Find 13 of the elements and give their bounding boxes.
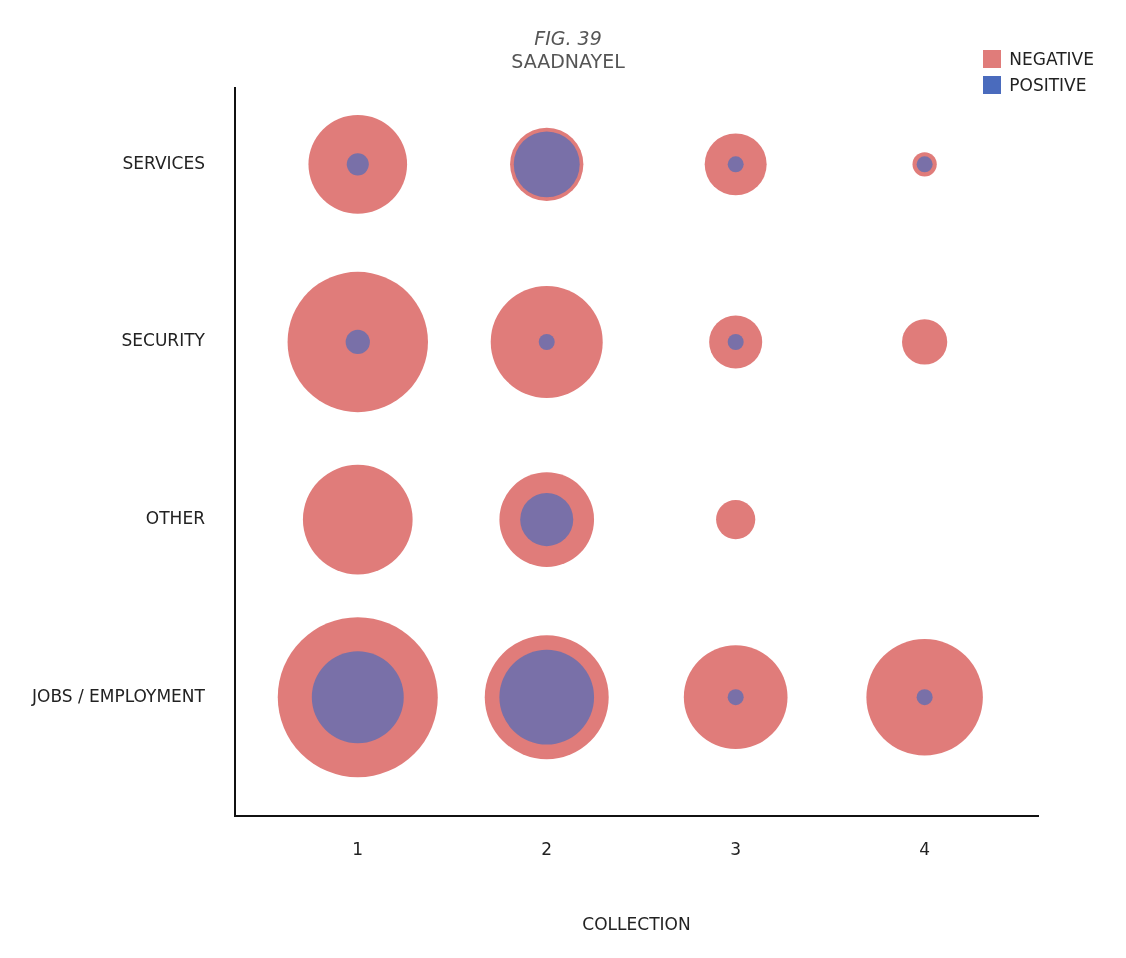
legend-label: POSITIVE — [1009, 74, 1087, 97]
y-tick-label: JOBS / EMPLOYMENT — [30, 685, 206, 706]
chart-title: FIG. 39 — [534, 26, 602, 49]
y-tick-label: OTHER — [145, 508, 206, 529]
x-tick-label: 2 — [541, 838, 553, 859]
x-tick-label: 4 — [919, 838, 931, 859]
y-tick-label: SERVICES — [122, 152, 205, 173]
chart-subtitle: SAADNAYEL — [511, 49, 626, 72]
y-tick-label: SECURITY — [121, 330, 206, 351]
x-axis-title: COLLECTION — [582, 914, 691, 935]
legend-label: NEGATIVE — [1009, 48, 1094, 71]
x-tick-label: 3 — [730, 838, 742, 859]
x-tick-label: 1 — [352, 838, 364, 859]
